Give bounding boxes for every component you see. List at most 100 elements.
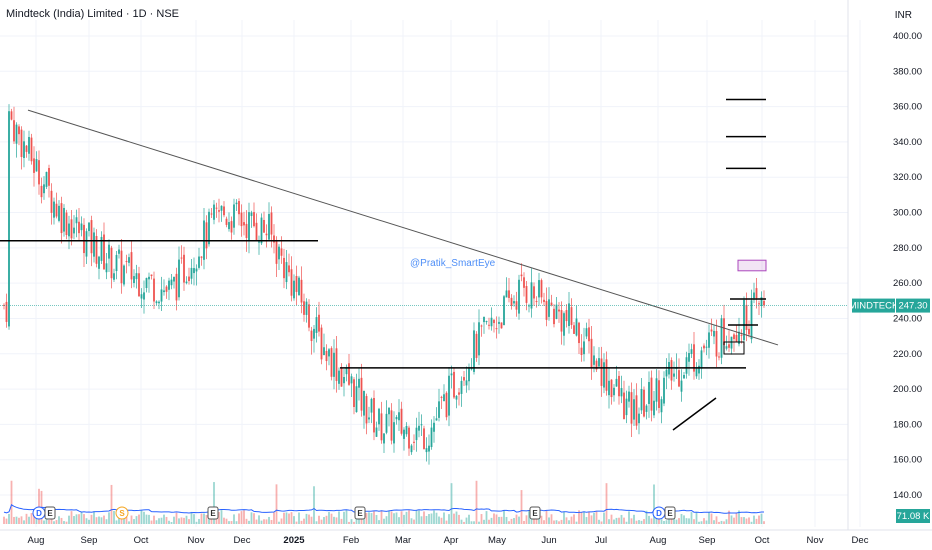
candle-body bbox=[488, 324, 490, 326]
candle-body bbox=[265, 233, 268, 236]
volume-bar bbox=[123, 517, 125, 524]
candle-body bbox=[575, 318, 578, 336]
volume-bar bbox=[320, 519, 323, 524]
volume-bar bbox=[338, 511, 340, 524]
volume-bar bbox=[133, 519, 135, 524]
candle-body bbox=[435, 418, 438, 421]
volume-bar bbox=[68, 515, 70, 524]
time-axis[interactable]: Aug Sep Oct Nov Dec 2025 Feb Mar Apr May Jun Jul Aug… bbox=[28, 535, 869, 546]
last-price-text: 247.30 bbox=[898, 301, 927, 312]
candle-body bbox=[195, 268, 198, 272]
volume-bar bbox=[95, 517, 98, 524]
candle-body bbox=[155, 301, 158, 304]
candle-body bbox=[700, 350, 703, 369]
volume-bar bbox=[263, 519, 265, 524]
candle-body bbox=[448, 375, 450, 416]
volume-bar bbox=[105, 519, 108, 524]
candle-body bbox=[245, 223, 248, 238]
candle-body bbox=[763, 300, 765, 306]
candle-body bbox=[303, 301, 305, 315]
volume-bar bbox=[733, 517, 735, 524]
volume-bar bbox=[745, 518, 748, 524]
candle-body bbox=[120, 250, 123, 284]
price-tick-label: 200.00 bbox=[893, 384, 922, 395]
volume-bar bbox=[18, 517, 20, 524]
candle-body bbox=[68, 223, 70, 237]
price-tick-label: 360.00 bbox=[893, 102, 922, 113]
target-zone-box[interactable] bbox=[737, 259, 767, 272]
candle-body bbox=[363, 390, 365, 416]
candlestick-series[interactable] bbox=[3, 104, 765, 465]
candle-body bbox=[508, 290, 510, 298]
candle-body bbox=[465, 380, 468, 386]
volume-bar bbox=[553, 520, 555, 524]
volume-bar bbox=[465, 517, 468, 524]
event-marker-e[interactable]: E bbox=[354, 506, 366, 520]
candle-body bbox=[20, 129, 23, 157]
candle-body bbox=[595, 360, 598, 370]
volume-bar bbox=[90, 514, 93, 524]
event-marker-d[interactable]: D bbox=[652, 506, 666, 520]
volume-bar bbox=[270, 519, 273, 524]
candle-body bbox=[90, 220, 93, 254]
candle-body bbox=[650, 377, 653, 411]
volume-bar bbox=[25, 513, 28, 524]
candle-body bbox=[548, 299, 550, 317]
volume-bar bbox=[703, 518, 705, 524]
volume-bar bbox=[363, 519, 365, 524]
candle-body bbox=[80, 223, 83, 231]
candle-body bbox=[343, 377, 345, 384]
price-axis[interactable]: 140.00 160.00 180.00 200.00 220.00 240.00 260.… bbox=[893, 31, 922, 501]
volume-bar bbox=[78, 514, 80, 524]
candle-body bbox=[35, 159, 38, 172]
volume-bar bbox=[708, 512, 710, 524]
volume-bar bbox=[168, 520, 170, 524]
volume-bar bbox=[450, 483, 453, 524]
candle-body bbox=[208, 211, 210, 245]
event-marker-e[interactable]: E bbox=[207, 506, 219, 520]
candle-body bbox=[723, 318, 725, 346]
time-tick-label: Dec bbox=[234, 535, 251, 546]
candle-body bbox=[183, 254, 185, 283]
candle-body bbox=[495, 328, 498, 330]
candle-body bbox=[453, 371, 455, 398]
volume-bar bbox=[110, 484, 113, 524]
event-marker-e[interactable]: E bbox=[664, 506, 676, 520]
candle-body bbox=[743, 299, 745, 341]
candle-body bbox=[395, 417, 398, 420]
base-box[interactable] bbox=[723, 341, 745, 355]
volume-bar bbox=[715, 516, 718, 524]
volume-bar bbox=[760, 513, 763, 524]
event-marker-s[interactable]: S bbox=[115, 506, 129, 520]
volume-bar bbox=[610, 514, 613, 524]
price-tick-label: 260.00 bbox=[893, 278, 922, 289]
event-marker-e[interactable]: E bbox=[44, 506, 56, 520]
candle-body bbox=[648, 382, 650, 404]
candle-body bbox=[655, 378, 658, 402]
candle-body bbox=[360, 377, 363, 411]
event-marker-e[interactable]: E bbox=[529, 506, 541, 520]
candle-body bbox=[565, 310, 568, 322]
volume-bar bbox=[180, 517, 183, 524]
candle-body bbox=[703, 345, 705, 349]
candle-body bbox=[628, 391, 630, 402]
volume-bar bbox=[550, 514, 553, 524]
candle-body bbox=[710, 329, 713, 332]
volume-bar bbox=[520, 490, 523, 524]
candle-body bbox=[583, 341, 585, 355]
trend-drawings[interactable] bbox=[0, 98, 848, 431]
candle-body bbox=[580, 347, 583, 355]
higher-low-line[interactable] bbox=[672, 397, 717, 431]
time-tick-label: Jun bbox=[541, 535, 556, 546]
event-marker-d[interactable]: D bbox=[32, 506, 46, 520]
candle-body bbox=[593, 355, 595, 365]
volume-bar bbox=[188, 519, 190, 524]
candle-body bbox=[753, 292, 755, 299]
candle-body bbox=[158, 301, 160, 304]
volume-bar bbox=[455, 511, 458, 524]
volume-bar bbox=[383, 518, 385, 524]
candle-body bbox=[328, 349, 330, 357]
volume-bar bbox=[525, 515, 528, 524]
